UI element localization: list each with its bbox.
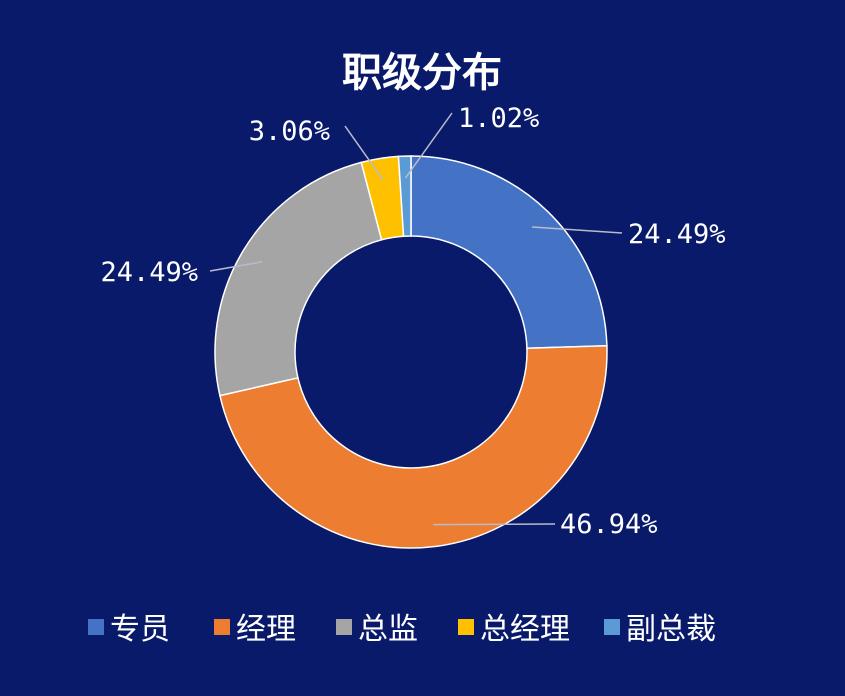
legend-swatch-4 [458, 619, 474, 635]
slice-5 [397, 155, 412, 238]
data-label-3: 24.49% [100, 257, 198, 288]
legend-label-2: 经理 [236, 612, 296, 647]
data-label-4: 3.06% [249, 116, 330, 147]
legend-item-5: 副总裁 [604, 612, 716, 647]
legend-item-2: 经理 [214, 612, 296, 647]
slice-1 [410, 155, 608, 350]
data-label-1: 24.49% [628, 219, 726, 250]
slices-group [214, 155, 608, 549]
leader-line-3 [209, 261, 263, 272]
leader-lines-group [209, 112, 623, 526]
legend-label-5: 副总裁 [626, 612, 716, 647]
legend-label-4: 总经理 [480, 612, 570, 647]
legend-swatch-1 [88, 619, 104, 635]
leader-line-2 [433, 523, 556, 526]
data-labels-group: 24.49% 46.94% 24.49% 3.06% 1.02% [100, 103, 725, 540]
legend-swatch-2 [214, 619, 230, 635]
legend-item-4: 总经理 [458, 612, 570, 647]
chart-title: 职级分布 [342, 50, 502, 96]
legend-label-3: 总监 [358, 612, 418, 647]
leader-line-1 [531, 226, 623, 234]
data-label-2: 46.94% [560, 509, 658, 540]
leader-line-4 [344, 125, 384, 181]
leader-line-5 [404, 112, 453, 179]
legend-swatch-3 [336, 619, 352, 635]
legend-item-1: 专员 [88, 612, 170, 647]
slice-3 [214, 161, 383, 397]
legend-swatch-5 [604, 619, 620, 635]
legend-item-3: 总监 [336, 612, 418, 647]
legend-label-1: 专员 [110, 612, 170, 647]
slice-2 [219, 344, 608, 549]
data-label-5: 1.02% [458, 103, 539, 134]
legend: 专员 经理 总监 总经理 副总裁 [88, 612, 716, 647]
